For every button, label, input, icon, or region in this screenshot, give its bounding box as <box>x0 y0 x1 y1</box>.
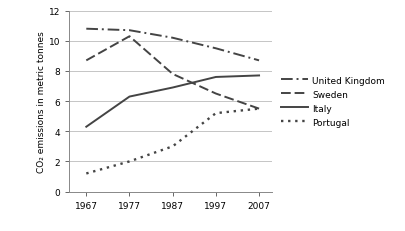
United Kingdom <box>213 48 218 51</box>
Sweden <box>127 36 132 39</box>
Line: United Kingdom: United Kingdom <box>86 30 258 61</box>
Portugal <box>170 145 175 148</box>
Sweden <box>170 73 175 76</box>
Italy <box>256 75 261 78</box>
Italy <box>127 96 132 99</box>
Portugal <box>84 172 89 175</box>
Italy <box>170 87 175 90</box>
United Kingdom <box>84 28 89 31</box>
Italy <box>213 76 218 79</box>
Line: Portugal: Portugal <box>86 109 258 174</box>
Y-axis label: CO₂ emissions in metric tonnes: CO₂ emissions in metric tonnes <box>36 31 46 172</box>
Portugal <box>213 112 218 115</box>
Sweden <box>213 93 218 96</box>
Sweden <box>256 108 261 111</box>
Portugal <box>127 160 132 163</box>
Legend: United Kingdom, Sweden, Italy, Portugal: United Kingdom, Sweden, Italy, Portugal <box>280 76 384 127</box>
Line: Italy: Italy <box>86 76 258 127</box>
United Kingdom <box>256 60 261 63</box>
United Kingdom <box>127 30 132 33</box>
Portugal <box>256 108 261 111</box>
United Kingdom <box>170 37 175 40</box>
Line: Sweden: Sweden <box>86 37 258 109</box>
Sweden <box>84 60 89 63</box>
Italy <box>84 126 89 128</box>
